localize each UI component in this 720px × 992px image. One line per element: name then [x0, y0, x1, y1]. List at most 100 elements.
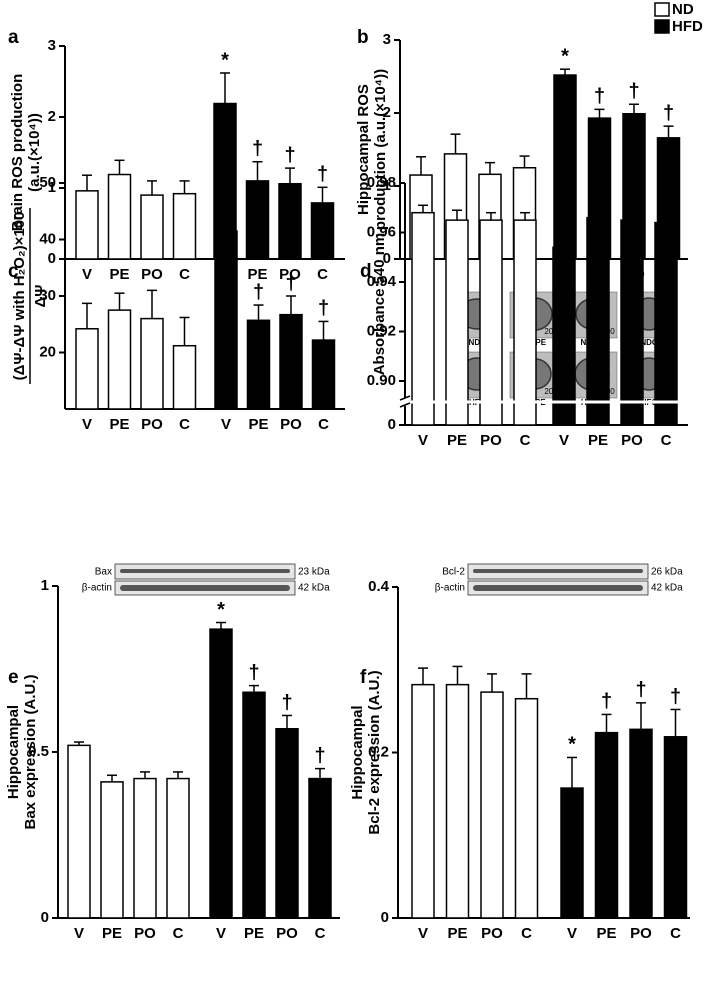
y-tick-label: 0 — [383, 250, 391, 267]
significance-mark: † — [660, 194, 671, 216]
y-axis-label-denominator: ΔΨ — [32, 285, 49, 308]
significance-mark: * — [561, 45, 569, 67]
bar — [445, 219, 469, 426]
y-tick-label: 2 — [383, 104, 391, 121]
significance-mark: † — [594, 86, 605, 108]
y-axis-label: Bax expression (A.U.) — [22, 674, 39, 829]
blot-bands — [120, 569, 643, 591]
bar — [275, 728, 299, 919]
bar — [245, 180, 270, 260]
significance-mark: † — [592, 187, 603, 209]
bar — [278, 182, 302, 260]
significance-mark: † — [626, 189, 637, 211]
x-tick-label: PO — [630, 925, 652, 942]
blot-label: β-actin — [82, 583, 112, 594]
blot-size: 23 kDa — [298, 567, 330, 578]
significance-mark: * — [222, 176, 230, 198]
x-tick-label: PO — [276, 925, 298, 942]
legend-swatch — [654, 19, 670, 34]
panel-letter: b — [357, 27, 369, 48]
x-tick-label: C — [521, 925, 532, 942]
y-axis-label: Hippocampal — [349, 705, 366, 799]
micrograph-label: NDC — [640, 338, 658, 347]
x-tick-label: PO — [279, 266, 301, 283]
x-tick-label: C — [315, 925, 326, 942]
bar — [310, 202, 335, 260]
bar — [654, 221, 678, 426]
x-tick-label: PO — [141, 416, 163, 433]
bar — [209, 628, 233, 919]
bar — [445, 683, 470, 919]
bar — [311, 339, 336, 410]
panel-letter: e — [8, 667, 19, 688]
bar — [166, 777, 190, 919]
bar — [107, 173, 132, 260]
x-tick-label: C — [661, 432, 672, 449]
y-tick-label: 0 — [48, 250, 56, 267]
x-tick-label: PO — [141, 266, 163, 283]
blot-label: Bax — [95, 567, 112, 578]
y-tick-label: 2 — [48, 108, 56, 125]
x-tick-label: PO — [134, 925, 156, 942]
y-axis-label: Hippocampal — [5, 705, 22, 799]
bar — [242, 691, 266, 919]
panel-letter: c — [8, 261, 19, 282]
bar — [172, 192, 197, 260]
legend-label: ND — [672, 1, 694, 18]
significance-mark: * — [217, 599, 225, 621]
x-tick-label: V — [559, 432, 569, 449]
x-tick-label: C — [670, 925, 681, 942]
x-tick-label: PE — [244, 925, 264, 942]
x-tick-label: PE — [248, 416, 268, 433]
bar — [560, 787, 584, 919]
y-axis-label: (a.u.(×10⁴)) — [26, 113, 43, 192]
significance-mark: † — [284, 144, 295, 166]
y-tick-label: 3 — [48, 37, 56, 54]
y-tick-label: 50 — [39, 174, 56, 191]
x-tick-label: C — [179, 266, 190, 283]
y-axis-label: Brain ROS production — [9, 74, 26, 232]
x-tick-label: V — [418, 432, 428, 449]
significance-mark: * — [568, 734, 576, 756]
panel-letter: d — [360, 261, 372, 282]
significance-mark: † — [628, 81, 639, 103]
bar — [479, 219, 503, 426]
bar — [140, 317, 164, 410]
bar — [594, 731, 619, 919]
bar — [411, 211, 435, 426]
bar — [172, 344, 197, 410]
x-tick-label: PO — [480, 432, 502, 449]
axis-break-mark — [399, 402, 411, 408]
bar — [140, 194, 164, 260]
bar — [514, 697, 539, 919]
y-tick-label: 0.98 — [367, 174, 396, 191]
x-tick-label: V — [82, 416, 92, 433]
x-tick-label: PO — [481, 925, 503, 942]
y-tick-label: 0.2 — [368, 743, 389, 760]
x-tick-label: C — [173, 925, 184, 942]
y-tick-label: 1 — [41, 577, 49, 594]
bar — [67, 744, 91, 919]
x-tick-label: C — [318, 416, 329, 433]
bar — [100, 781, 124, 919]
x-tick-label: PE — [247, 266, 267, 283]
y-tick-label: 1 — [48, 179, 56, 196]
significance-mark: † — [601, 691, 612, 713]
blot-label: Bcl-2 — [442, 567, 465, 578]
bar — [75, 190, 99, 260]
x-tick-label: C — [317, 266, 328, 283]
blot-size: 42 kDa — [298, 583, 330, 594]
x-tick-label: PE — [447, 925, 467, 942]
y-tick-label: 0.92 — [367, 322, 396, 339]
y-tick-label: 0 — [388, 416, 396, 433]
axis-break-mark — [399, 395, 411, 401]
y-tick-label: 0.90 — [367, 372, 396, 389]
y-tick-label: 0.96 — [367, 223, 396, 240]
significance-mark: † — [663, 102, 674, 124]
bar — [513, 219, 537, 426]
significance-mark: † — [670, 686, 681, 708]
significance-mark: † — [253, 281, 264, 303]
significance-mark: † — [635, 679, 646, 701]
significance-mark: † — [314, 745, 325, 767]
